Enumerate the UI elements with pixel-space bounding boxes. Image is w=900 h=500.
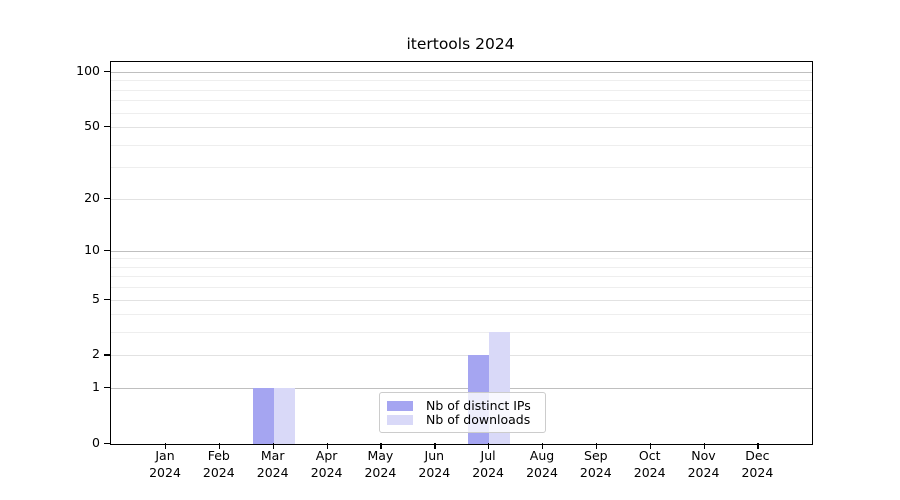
x-tick-label-jul: Jul 2024: [472, 448, 504, 480]
legend-item-distinct-ips: Nb of distinct IPs: [387, 398, 537, 413]
gridline-mid-50: [111, 127, 812, 129]
plot-area: Nb of distinct IPs Nb of downloads: [110, 61, 813, 445]
legend-label-downloads: Nb of downloads: [426, 412, 531, 427]
gridline-minor-4: [111, 314, 812, 316]
gridline-minor-40: [111, 144, 812, 146]
gridline-minor-70: [111, 100, 812, 102]
y-tick-mark-50: [104, 126, 110, 128]
gridline-minor-60: [111, 112, 812, 114]
y-tick-mark-10: [104, 249, 110, 252]
y-tick-label-5: 5: [92, 290, 100, 306]
x-tick-mark-dec: [757, 443, 759, 449]
x-tick-label-dec: Dec 2024: [741, 448, 774, 480]
x-tick-label-nov: Nov 2024: [687, 448, 720, 480]
y-tick-mark-2: [104, 354, 110, 356]
y-tick-mark-0: [104, 443, 110, 445]
x-tick-label-mar: Mar 2024: [256, 448, 289, 480]
x-tick-label-jan: Jan 2024: [149, 448, 181, 480]
gridline-minor-3: [111, 332, 812, 334]
x-tick-mark-sep: [595, 443, 598, 449]
gridline-decade-1: [111, 388, 812, 390]
x-tick-mark-aug: [542, 443, 544, 449]
y-tick-label-0: 0: [92, 435, 100, 450]
legend-item-downloads: Nb of downloads: [387, 412, 537, 427]
gridline-minor-8: [111, 266, 812, 268]
y-tick-label-2: 2: [92, 346, 100, 362]
x-tick-label-may: May 2024: [364, 448, 397, 480]
x-tick-label-oct: Oct 2024: [633, 448, 666, 480]
x-tick-label-feb: Feb 2024: [202, 448, 235, 480]
y-tick-mark-100: [104, 71, 110, 73]
gridline-mid-5: [111, 299, 812, 301]
legend: Nb of distinct IPs Nb of downloads: [379, 392, 546, 433]
y-tick-label-50: 50: [84, 118, 100, 134]
y-tick-label-100: 100: [76, 63, 100, 78]
legend-label-distinct-ips: Nb of distinct IPs: [426, 398, 531, 413]
y-tick-label-1: 1: [92, 379, 100, 395]
x-tick-mark-oct: [649, 443, 652, 449]
x-tick-mark-mar: [272, 443, 275, 449]
gridline-minor-30: [111, 167, 812, 169]
x-tick-mark-may: [380, 443, 382, 449]
gridline-decade-100: [111, 72, 812, 73]
gridline-minor-6: [111, 287, 812, 289]
legend-swatch-distinct-ips: [387, 400, 413, 411]
y-tick-mark-1: [104, 387, 110, 389]
chart-title: itertools 2024: [406, 35, 515, 53]
gridline-minor-90: [111, 80, 812, 82]
y-tick-label-20: 20: [84, 189, 100, 205]
y-tick-mark-5: [104, 298, 110, 300]
x-tick-label-aug: Aug 2024: [526, 448, 558, 480]
y-tick-mark-20: [104, 197, 110, 199]
gridline-mid-2: [111, 355, 812, 357]
y-tick-label-10: 10: [84, 241, 100, 257]
x-tick-mark-nov: [703, 443, 705, 449]
x-tick-label-jun: Jun 2024: [418, 448, 451, 480]
x-tick-mark-jun: [434, 443, 436, 449]
x-tick-mark-jan: [165, 443, 167, 449]
gridline-minor-7: [111, 276, 812, 278]
x-tick-mark-apr: [326, 443, 328, 449]
x-tick-mark-feb: [218, 443, 221, 449]
gridline-minor-80: [111, 89, 812, 91]
legend-swatch-downloads: [387, 414, 413, 425]
bar-mar-distinct-ips: [253, 388, 274, 444]
x-tick-mark-jul: [488, 443, 490, 449]
gridline-minor-9: [111, 258, 812, 260]
bar-mar-downloads: [274, 388, 295, 444]
gridline-mid-20: [111, 198, 812, 200]
x-tick-label-sep: Sep 2024: [579, 448, 612, 480]
x-tick-label-apr: Apr 2024: [310, 448, 343, 480]
gridline-decade-10: [111, 250, 812, 252]
